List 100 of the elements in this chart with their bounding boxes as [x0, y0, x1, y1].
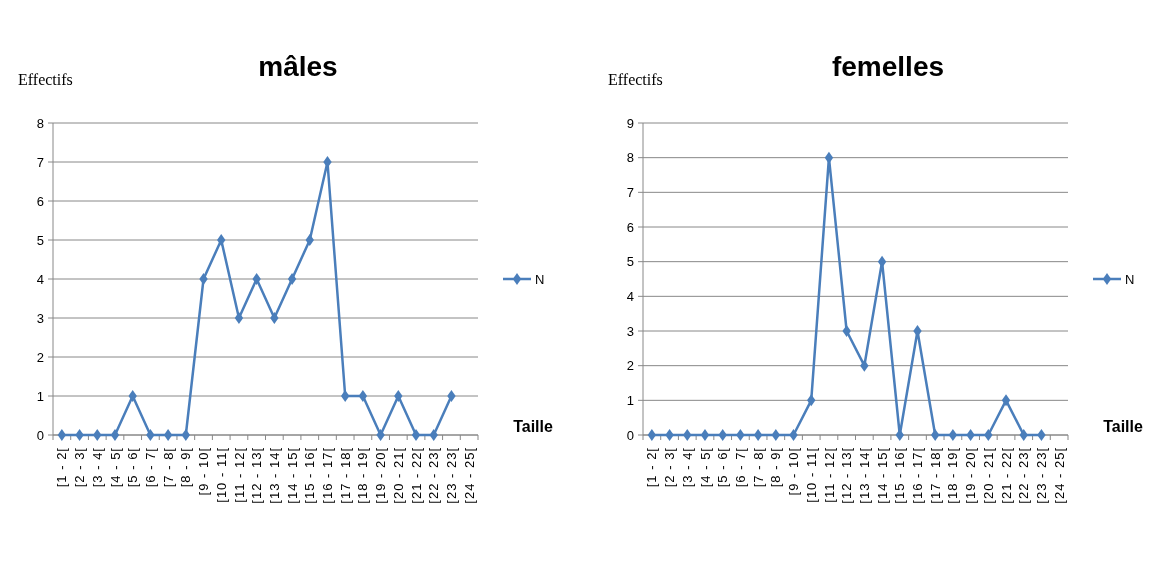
y-tick-label: 5 — [626, 254, 634, 270]
x-tick-label: [12 - 13[ — [249, 447, 265, 504]
x-tick-label: [6 - 7[ — [142, 447, 158, 488]
point — [429, 429, 438, 441]
x-tick-label: [13 - 14[ — [856, 447, 872, 504]
x-tick-label: [23 - 23[ — [1033, 447, 1049, 504]
x-tick-label: [9 - 10[ — [196, 447, 212, 496]
point — [199, 273, 208, 285]
y-axis-title: Effectifs — [608, 71, 663, 88]
point — [948, 429, 958, 441]
legend-label: N — [535, 271, 545, 287]
point — [394, 390, 403, 402]
point — [984, 429, 993, 441]
point — [57, 429, 67, 441]
x-tick-label: [1 - 2[ — [644, 447, 660, 488]
point — [647, 429, 657, 441]
point — [305, 234, 314, 246]
y-tick-label: 0 — [626, 427, 634, 443]
y-tick-label: 1 — [36, 388, 44, 404]
y-tick-label: 3 — [626, 323, 634, 339]
point — [966, 429, 975, 441]
point — [700, 429, 710, 441]
y-tick-label: 7 — [626, 184, 634, 200]
point — [736, 429, 745, 441]
chart-title: femelles — [831, 51, 945, 82]
x-tick-label: [7 - 8[ — [160, 447, 176, 488]
x-tick-label: [3 - 4[ — [679, 447, 695, 488]
x-tick-label: [13 - 14[ — [266, 447, 282, 504]
x-tick-label: [17 - 18[ — [927, 447, 943, 504]
x-tick-label: [10 - 11[ — [803, 447, 819, 503]
point — [753, 429, 763, 441]
y-tick-label: 2 — [36, 349, 44, 365]
x-tick-label: [6 - 7[ — [732, 447, 748, 488]
point — [287, 273, 297, 285]
x-tick-label: [15 - 16[ — [302, 447, 318, 504]
y-tick-label: 6 — [36, 193, 44, 209]
point — [447, 390, 456, 402]
point — [75, 429, 84, 441]
x-tick-label: [7 - 8[ — [750, 447, 766, 488]
x-tick-label: [22 - 23[ — [426, 447, 442, 504]
x-axis-title: Taille — [1103, 418, 1143, 435]
x-tick-label: [8 - 9[ — [768, 447, 784, 488]
x-tick-label: [3 - 4[ — [89, 447, 105, 488]
x-tick-label: [15 - 16[ — [892, 447, 908, 504]
x-tick-label: [4 - 5[ — [697, 447, 713, 488]
x-tick-label: [10 - 11[ — [213, 447, 229, 503]
point — [110, 429, 120, 441]
y-tick-label: 4 — [626, 288, 634, 304]
point — [358, 390, 368, 402]
x-tick-label: [19 - 20[ — [963, 447, 979, 504]
point — [340, 390, 350, 402]
x-tick-label: [14 - 15[ — [284, 447, 300, 504]
point — [128, 390, 137, 402]
x-tick-label: [16 - 17[ — [320, 447, 336, 504]
point — [789, 429, 798, 441]
point — [181, 429, 191, 441]
y-tick-label: 3 — [36, 310, 44, 326]
x-tick-label: [4 - 5[ — [107, 447, 123, 488]
x-tick-label: [11 - 12[ — [231, 447, 247, 503]
x-tick-label: [24 - 25[ — [461, 447, 477, 504]
y-tick-label: 5 — [36, 232, 44, 248]
y-tick-label: 2 — [626, 358, 634, 374]
x-tick-label: [11 - 12[ — [821, 447, 837, 503]
x-tick-label: [5 - 6[ — [715, 447, 731, 488]
y-tick-label: 7 — [36, 154, 44, 170]
y-tick-label: 9 — [626, 115, 634, 131]
x-tick-label: [14 - 15[ — [874, 447, 890, 504]
x-tick-label: [8 - 9[ — [178, 447, 194, 488]
legend-label: N — [1125, 271, 1135, 287]
x-tick-label: [20 - 21[ — [980, 447, 996, 504]
x-tick-label: [5 - 6[ — [125, 447, 141, 488]
point — [683, 429, 692, 441]
point — [1019, 429, 1028, 441]
point — [411, 429, 421, 441]
x-tick-label: [22 - 23[ — [1016, 447, 1032, 504]
x-tick-label: [21 - 22[ — [408, 447, 424, 504]
point — [93, 429, 102, 441]
y-axis-title: Effectifs — [18, 71, 73, 88]
x-tick-label: [2 - 3[ — [72, 447, 88, 488]
point — [1037, 429, 1046, 441]
x-tick-label: [20 - 21[ — [390, 447, 406, 504]
point — [771, 429, 781, 441]
x-tick-label: [12 - 13[ — [839, 447, 855, 504]
point — [146, 429, 155, 441]
x-axis-title: Taille — [513, 418, 553, 435]
point — [217, 234, 226, 246]
chart-title: mâles — [258, 51, 338, 82]
x-tick-label: [17 - 18[ — [337, 447, 353, 504]
x-tick-label: [2 - 3[ — [662, 447, 678, 488]
point — [842, 325, 851, 337]
point — [930, 429, 940, 441]
y-tick-label: 8 — [626, 150, 634, 166]
point — [163, 429, 173, 441]
y-tick-label: 4 — [36, 271, 44, 287]
x-tick-label: [18 - 19[ — [945, 447, 961, 504]
point — [234, 312, 244, 324]
x-tick-label: [1 - 2[ — [54, 447, 70, 488]
y-tick-label: 8 — [36, 115, 44, 131]
x-tick-label: [21 - 22[ — [998, 447, 1014, 504]
point — [718, 429, 727, 441]
